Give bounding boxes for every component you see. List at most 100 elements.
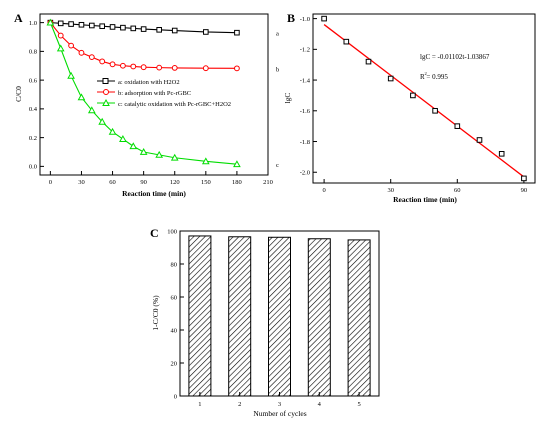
data-point-a (156, 27, 162, 33)
data-point (387, 75, 394, 82)
chart-a-legend: a: oxidation with H2O2 b: adsorption wit… (97, 78, 231, 108)
data-point-c (108, 127, 117, 135)
data-point-c (98, 117, 107, 125)
data-point-a (203, 29, 209, 35)
chart-b-ylabel: lgC (283, 93, 292, 104)
legend-c-marker (102, 98, 110, 106)
x-tick-label: 5 (357, 401, 360, 408)
chart-a-series: a b c (46, 18, 279, 169)
fit-equation: lgC = -0.01102t-1.03867 (420, 53, 490, 61)
x-tick-label: 60 (454, 187, 461, 194)
data-point-a (57, 20, 64, 27)
data-point-c (87, 106, 96, 114)
series-tag-a: a (276, 31, 279, 38)
fit-line (323, 24, 525, 178)
x-tick-label: 150 (201, 179, 211, 186)
data-point-c (77, 93, 86, 101)
chart-c: 0 20 40 60 80 100 1 2 3 4 5 Number of cycles 1-C/C… (151, 228, 380, 418)
fit-r-squared: R = 0.995 (420, 73, 448, 81)
y-tick-label: -1.4 (300, 77, 311, 84)
data-point (432, 107, 438, 114)
data-point-b (156, 64, 163, 71)
data-point-b (202, 65, 209, 72)
data-point-c (129, 142, 138, 150)
x-tick-label: 4 (318, 401, 322, 408)
data-point-c (155, 150, 164, 158)
y-tick-label: 0.6 (29, 77, 38, 84)
chart-b-ticks: 0 30 60 90 -2.0 -1.8 -1.6 -1.4 -1.2 -1.0 (300, 16, 527, 194)
chart-b-series (321, 15, 527, 182)
y-tick-label: 0.4 (29, 106, 38, 113)
series-line-c (49, 22, 237, 165)
chart-a: 0 30 60 90 120 150 180 210 0.0 0.2 0.4 0.6 0.8 1.0 a b… (14, 13, 279, 198)
y-tick-label: 60 (171, 294, 178, 301)
data-point-c (46, 18, 55, 26)
y-tick-label: 1.0 (29, 20, 37, 27)
data-point-c (67, 71, 75, 79)
y-tick-label: -1.0 (300, 16, 310, 23)
chart-b: 0 30 60 90 -2.0 -1.8 -1.6 -1.4 -1.2 -1.0 lgC = -0… (283, 13, 536, 204)
data-point-b (88, 54, 95, 61)
y-tick-label: -1.2 (300, 47, 310, 54)
y-tick-label: 100 (167, 228, 177, 235)
y-tick-label: -2.0 (300, 170, 310, 177)
panel-label-a: A (14, 11, 23, 25)
data-point-b (130, 63, 137, 70)
data-point-a (68, 21, 74, 27)
data-point-a (140, 26, 147, 32)
x-tick-label: 0 (49, 179, 52, 186)
bar (228, 236, 252, 397)
legend-b-marker (103, 89, 109, 95)
chart-a-ylabel: C/C0 (14, 86, 23, 102)
chart-a-ticks: 0 30 60 90 120 150 180 210 0.0 0.2 0.4 0.6 0.8 1.0 (29, 20, 273, 186)
data-point-b (109, 61, 116, 68)
chart-b-xlabel: Reaction time (min) (393, 195, 457, 204)
data-point (476, 137, 483, 143)
data-point-a (234, 29, 240, 36)
data-point (343, 38, 350, 45)
data-point-c (56, 44, 65, 52)
y-tick-label: 0.2 (29, 135, 37, 142)
chart-c-xlabel: Number of cycles (253, 409, 306, 418)
data-point-a (89, 22, 95, 29)
x-tick-label: 0 (322, 187, 325, 194)
data-point (454, 123, 461, 129)
panel-label-c: C (150, 226, 159, 240)
chart-c-bars (188, 235, 371, 397)
panel-label-b: B (287, 11, 295, 25)
bar (188, 235, 212, 397)
y-tick-label: 80 (171, 261, 178, 268)
chart-a-xlabel: Reaction time (min) (122, 189, 186, 198)
data-point-b (68, 42, 74, 49)
y-tick-label: -1.6 (300, 108, 311, 115)
data-point-b (57, 32, 64, 39)
data-point-b (99, 58, 106, 65)
x-tick-label: 3 (278, 401, 281, 408)
data-point-a (109, 24, 116, 30)
y-tick-label: 0.0 (29, 164, 37, 171)
chart-c-ylabel: 1-C/C0 (%) (151, 295, 160, 331)
x-tick-label: 120 (170, 179, 180, 186)
x-tick-label: 180 (232, 179, 242, 186)
y-tick-label: 20 (171, 360, 178, 367)
data-point-b (171, 65, 178, 71)
data-point-b (120, 62, 126, 69)
y-tick-label: -1.8 (300, 139, 310, 146)
legend-a-label: a: oxidation with H2O2 (118, 79, 180, 86)
y-tick-label: 40 (171, 327, 178, 334)
data-point-a (171, 27, 178, 34)
series-tag-c: c (276, 162, 279, 169)
x-tick-label: 90 (521, 187, 528, 194)
data-point (365, 58, 372, 65)
series-tag-b: b (276, 66, 279, 73)
data-point-b (140, 64, 147, 71)
legend-c-label: c: catalytic oxidation with Pc-rGBC+H2O2 (118, 101, 231, 108)
bar (307, 238, 331, 397)
fit-r-squared-exponent: 2 (425, 71, 427, 76)
x-tick-label: 210 (263, 179, 273, 186)
chart-a-frame (39, 13, 269, 176)
bar (347, 239, 371, 397)
x-tick-label: 1 (198, 401, 201, 408)
data-point (410, 92, 416, 99)
